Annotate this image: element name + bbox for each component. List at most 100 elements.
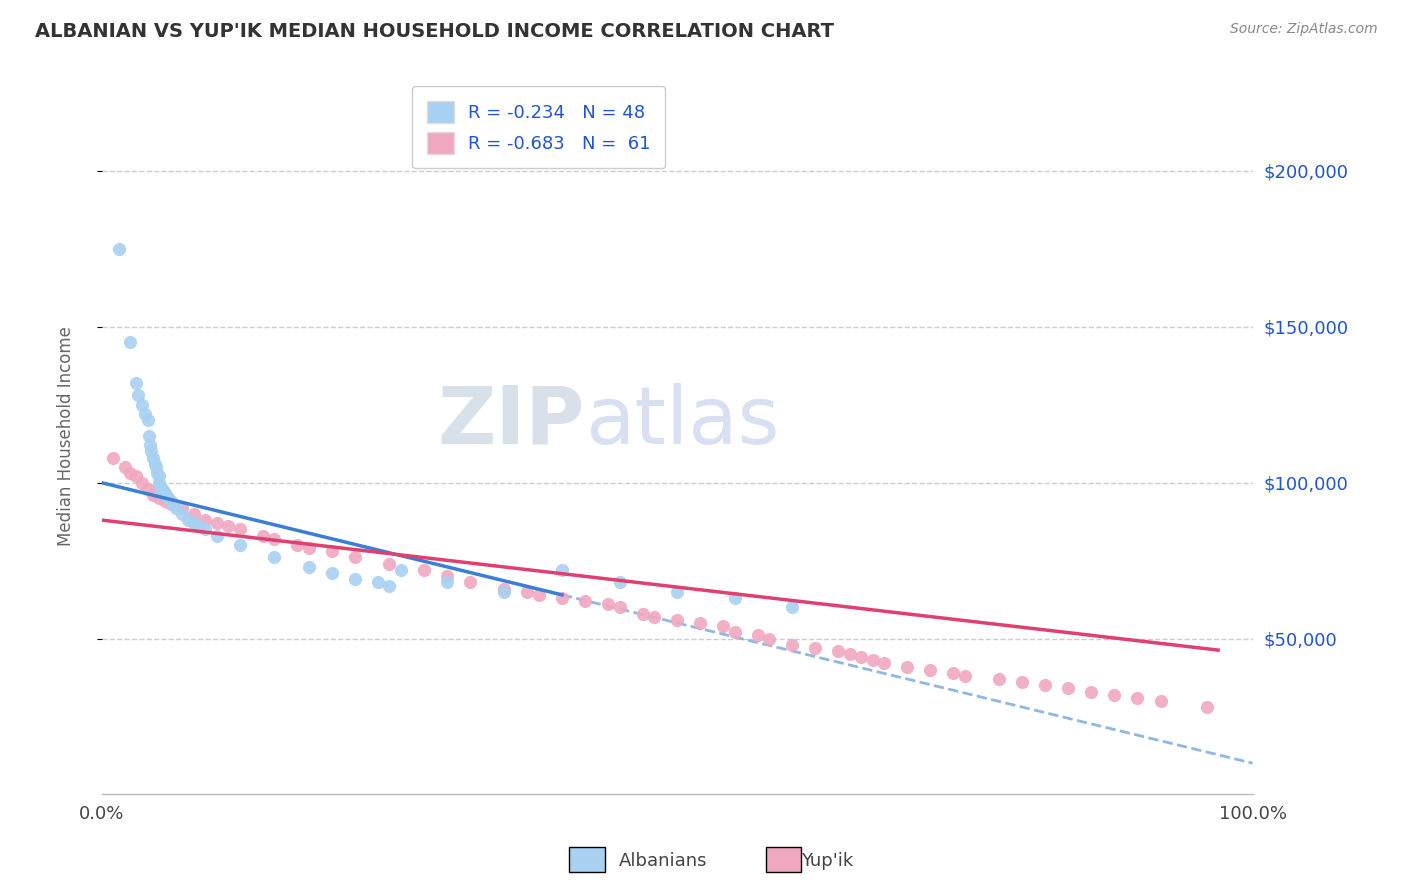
Point [494, 582, 516, 596]
Point [263, 550, 285, 565]
Point [747, 628, 769, 642]
Point [143, 457, 166, 471]
Point [389, 563, 412, 577]
Text: atlas: atlas [585, 383, 779, 460]
Point [1126, 690, 1149, 705]
Point [228, 538, 250, 552]
Text: Albanians: Albanians [619, 852, 707, 870]
Point [142, 488, 165, 502]
Point [896, 659, 918, 673]
Point [148, 475, 170, 490]
Point [136, 482, 159, 496]
Point [1149, 694, 1171, 708]
Point [298, 559, 321, 574]
Point [780, 600, 803, 615]
Point [120, 467, 142, 481]
Point [804, 640, 827, 655]
Point [1011, 675, 1033, 690]
Point [131, 475, 153, 490]
Y-axis label: Median Household Income: Median Household Income [58, 326, 75, 546]
Point [321, 566, 343, 580]
Point [183, 516, 205, 531]
Point [145, 460, 167, 475]
Point [188, 519, 211, 533]
Point [156, 490, 179, 504]
Point [177, 513, 200, 527]
Point [194, 523, 217, 537]
Point [378, 557, 401, 571]
Point [134, 407, 156, 421]
Point [108, 242, 131, 256]
Point [827, 644, 849, 658]
Point [120, 335, 142, 350]
Point [101, 450, 124, 465]
Point [527, 588, 550, 602]
Point [321, 544, 343, 558]
Point [343, 550, 366, 565]
Point [609, 600, 631, 615]
Point [252, 529, 274, 543]
Point [1080, 684, 1102, 698]
Point [367, 575, 389, 590]
Point [205, 529, 228, 543]
Point [1104, 688, 1126, 702]
Text: Yup'ik: Yup'ik [801, 852, 853, 870]
Point [217, 519, 239, 533]
Point [1057, 681, 1080, 696]
Point [263, 532, 285, 546]
Point [838, 647, 860, 661]
Point [159, 494, 181, 508]
Point [851, 650, 873, 665]
Point [148, 491, 170, 506]
Point [643, 609, 665, 624]
Point [139, 444, 162, 458]
Point [228, 523, 250, 537]
Point [194, 513, 217, 527]
Point [666, 613, 689, 627]
Point [205, 516, 228, 531]
Point [873, 657, 896, 671]
Point [153, 486, 176, 500]
Point [1195, 700, 1218, 714]
Point [378, 578, 401, 592]
Point [494, 584, 516, 599]
Point [125, 376, 148, 390]
Point [152, 483, 174, 498]
Point [436, 575, 458, 590]
Point [155, 488, 177, 502]
Point [149, 479, 172, 493]
Point [136, 413, 159, 427]
Point [953, 669, 976, 683]
Point [148, 469, 170, 483]
Point [125, 469, 148, 483]
Point [723, 625, 745, 640]
Point [689, 615, 711, 630]
Point [127, 388, 149, 402]
Legend: R = -0.234   N = 48, R = -0.683   N =  61: R = -0.234 N = 48, R = -0.683 N = 61 [412, 87, 665, 169]
Point [298, 541, 321, 555]
Point [780, 638, 803, 652]
Point [574, 594, 596, 608]
Point [942, 665, 965, 680]
Point [114, 460, 136, 475]
Point [172, 500, 194, 515]
Point [436, 569, 458, 583]
Point [723, 591, 745, 605]
Point [139, 438, 162, 452]
Point [758, 632, 780, 646]
Text: Source: ZipAtlas.com: Source: ZipAtlas.com [1230, 22, 1378, 37]
Point [551, 563, 574, 577]
Point [988, 672, 1011, 686]
Point [172, 507, 194, 521]
Point [551, 591, 574, 605]
Point [146, 467, 169, 481]
Point [458, 575, 481, 590]
Point [285, 538, 308, 552]
Point [150, 482, 173, 496]
Point [609, 575, 631, 590]
Text: ALBANIAN VS YUP'IK MEDIAN HOUSEHOLD INCOME CORRELATION CHART: ALBANIAN VS YUP'IK MEDIAN HOUSEHOLD INCO… [35, 22, 834, 41]
Point [162, 498, 184, 512]
Point [152, 485, 174, 500]
Point [157, 491, 180, 506]
Point [711, 619, 734, 633]
